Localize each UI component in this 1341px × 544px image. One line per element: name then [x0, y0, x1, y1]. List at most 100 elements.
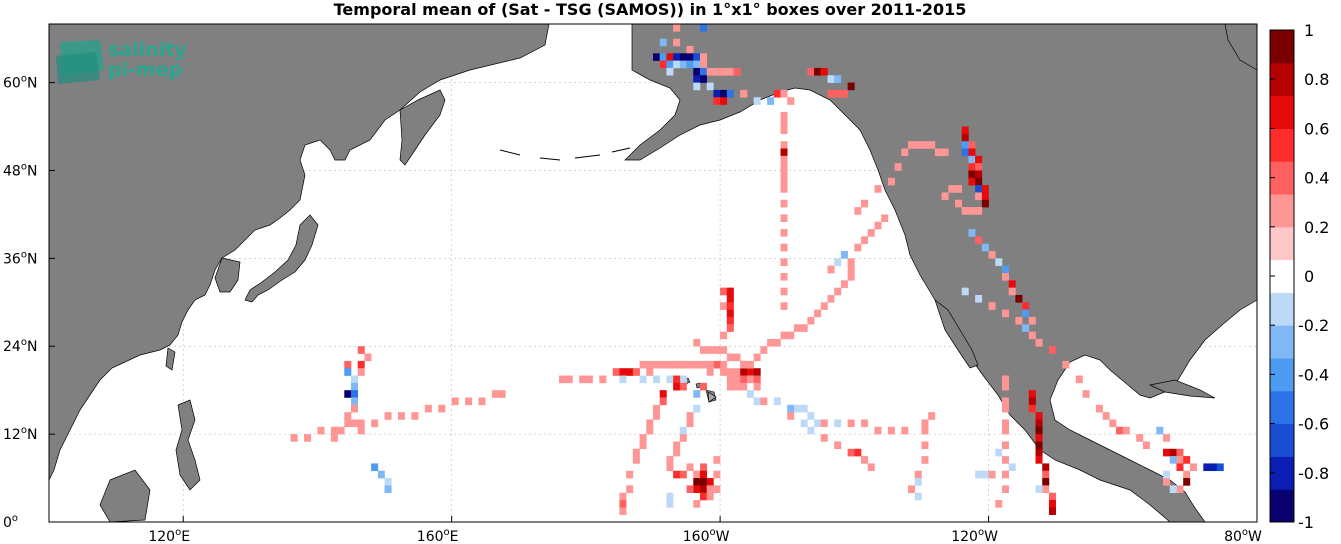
- data-cell: [988, 470, 996, 479]
- data-cell: [351, 404, 359, 413]
- data-cell: [834, 89, 842, 98]
- data-cell: [921, 441, 929, 450]
- data-cell: [626, 368, 634, 376]
- colorbar-tick-label: 0.8: [1304, 70, 1329, 89]
- plot-frame: [48, 23, 1258, 523]
- data-cell: [1035, 448, 1043, 457]
- data-cell: [632, 456, 640, 464]
- data-cell: [1008, 280, 1016, 288]
- data-cell: [780, 119, 788, 127]
- data-cell: [948, 185, 956, 193]
- data-cell: [686, 463, 694, 472]
- colorbar-swatch: [1270, 95, 1294, 129]
- data-cell: [1163, 478, 1171, 486]
- data-cell: [720, 360, 728, 369]
- data-cell: [814, 309, 822, 318]
- taiwan-island: [165, 347, 176, 371]
- north-america-landmass: [624, 24, 1257, 522]
- cuba-island: [1148, 379, 1216, 399]
- data-cell: [767, 338, 775, 347]
- data-cell: [646, 368, 654, 376]
- data-cell: [384, 485, 392, 494]
- data-cell: [840, 89, 848, 98]
- data-cell: [1022, 309, 1030, 318]
- data-cell: [740, 368, 748, 376]
- data-cell: [834, 287, 842, 296]
- data-cell: [673, 375, 681, 384]
- data-cell: [908, 141, 916, 149]
- data-cell: [1163, 448, 1171, 457]
- data-cell: [612, 368, 620, 376]
- data-cell: [619, 368, 627, 376]
- data-cell: [699, 346, 707, 354]
- data-cell: [975, 207, 983, 215]
- data-cell: [1048, 507, 1056, 515]
- data-cell: [988, 251, 996, 259]
- data-cell: [780, 185, 788, 193]
- data-cell: [357, 346, 365, 354]
- data-cell: [706, 485, 714, 494]
- data-cell: [981, 243, 989, 252]
- data-cell: [921, 426, 929, 435]
- data-cell: [1035, 419, 1043, 428]
- data-cell: [1001, 382, 1009, 391]
- data-cell: [632, 448, 640, 457]
- data-cell: [699, 492, 707, 501]
- data-cell: [780, 170, 788, 179]
- data-cell: [397, 412, 405, 420]
- data-cell: [693, 75, 701, 83]
- data-cell: [995, 258, 1003, 266]
- data-cell: [975, 177, 983, 186]
- data-cell: [699, 463, 707, 472]
- data-cell: [686, 485, 694, 494]
- data-cell: [1015, 316, 1023, 325]
- colorbar-swatch: [1270, 128, 1294, 162]
- data-cell: [780, 126, 788, 135]
- data-cell: [726, 353, 734, 362]
- data-cell: [1176, 456, 1184, 464]
- data-cell: [968, 163, 976, 171]
- data-cell: [1183, 470, 1191, 479]
- data-cell: [693, 404, 701, 413]
- data-cell: [371, 419, 379, 428]
- data-cell: [693, 485, 701, 494]
- data-cell: [820, 419, 828, 428]
- data-cell: [1035, 338, 1043, 347]
- data-cell: [491, 390, 499, 398]
- data-cell: [1183, 456, 1191, 464]
- data-cell: [686, 412, 694, 420]
- data-cell: [337, 426, 345, 435]
- data-cell: [626, 485, 634, 494]
- data-cell: [619, 375, 627, 384]
- data-cell: [639, 441, 647, 450]
- colorbar-tick-label: -0.6: [1298, 415, 1329, 434]
- data-cell: [673, 360, 681, 369]
- data-cell: [1176, 463, 1184, 472]
- data-cell: [827, 89, 835, 98]
- data-cell: [861, 236, 869, 245]
- data-cell: [653, 53, 661, 61]
- data-cell: [814, 67, 822, 76]
- data-cell: [673, 441, 681, 450]
- data-cell: [673, 382, 681, 391]
- data-cell: [1082, 390, 1090, 398]
- data-cell: [720, 287, 728, 296]
- data-cell: [961, 148, 969, 157]
- data-cell: [720, 67, 728, 76]
- data-cell: [961, 141, 969, 149]
- data-cell: [679, 360, 687, 369]
- data-cells: [290, 24, 1224, 515]
- data-cell: [975, 236, 983, 245]
- data-cell: [874, 426, 882, 435]
- y-tick-label: 48oN: [3, 161, 37, 179]
- data-cell: [780, 243, 788, 252]
- data-cell: [726, 89, 734, 98]
- data-cell: [726, 67, 734, 76]
- data-cell: [1210, 463, 1218, 472]
- data-cell: [659, 360, 667, 369]
- data-cell: [666, 456, 674, 464]
- data-cell: [740, 360, 748, 369]
- data-cell: [1035, 426, 1043, 435]
- data-cell: [304, 434, 312, 442]
- korea-peninsula: [214, 257, 241, 293]
